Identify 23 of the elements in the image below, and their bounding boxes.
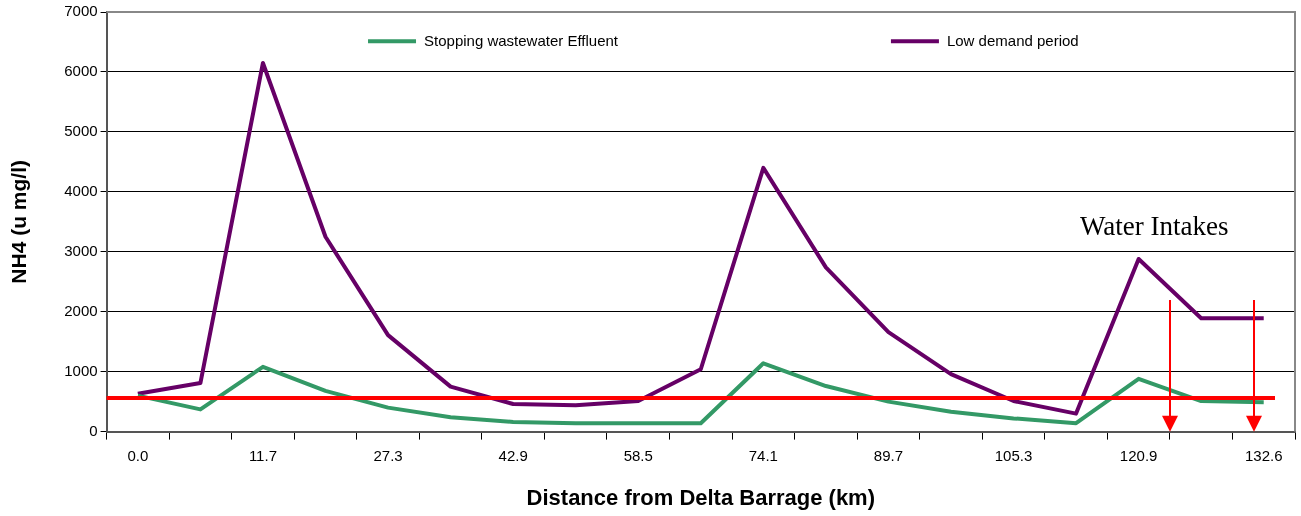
x-tick-label: 27.3 <box>373 446 403 464</box>
x-tick-label: 74.1 <box>748 446 778 464</box>
y-tick-label: 6000 <box>64 62 98 80</box>
x-tick-label: 0.0 <box>127 446 149 464</box>
x-tick-label: 11.7 <box>248 446 277 464</box>
x-tick-label: 105.3 <box>994 446 1033 464</box>
y-axis-title: NH4 (u mg/l) <box>7 159 31 284</box>
y-tick-label: 7000 <box>64 2 98 20</box>
legend-label: Stopping wastewater Effluent <box>424 31 619 49</box>
x-tick-label: 89.7 <box>873 446 904 464</box>
x-tick-label: 58.5 <box>623 446 653 464</box>
x-tick-label: 132.6 <box>1244 446 1283 464</box>
annotation: Water Intakes <box>1080 210 1229 241</box>
y-tick-label: 2000 <box>64 301 98 319</box>
y-tick-label: 4000 <box>64 181 98 199</box>
x-tick-label: 42.9 <box>498 446 528 464</box>
y-tick-label: 0 <box>89 421 98 439</box>
x-tick-label: 120.9 <box>1119 446 1158 464</box>
y-tick-label: 5000 <box>64 122 98 140</box>
y-tick-label: 1000 <box>64 361 98 379</box>
y-tick-label: 3000 <box>64 241 98 259</box>
legend-label: Low demand period <box>946 31 1079 49</box>
x-axis-title: Distance from Delta Barrage (km) <box>526 484 876 510</box>
